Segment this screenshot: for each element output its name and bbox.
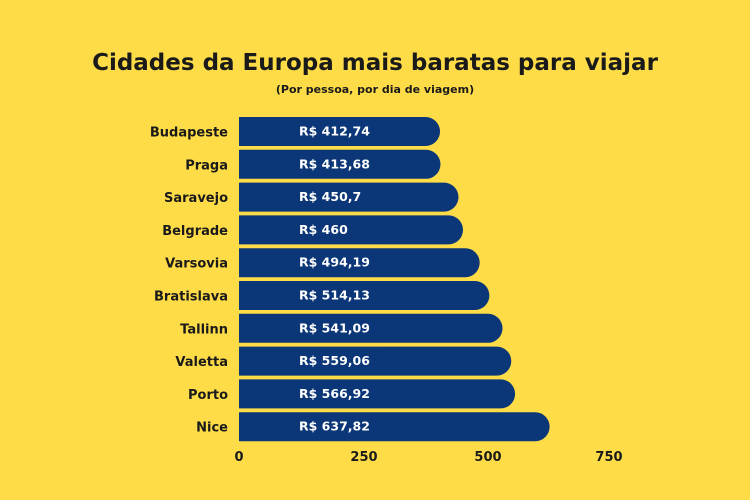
data-label: R$ 559,06 bbox=[299, 353, 370, 368]
bar bbox=[239, 117, 441, 146]
x-tick-label: 250 bbox=[350, 450, 377, 465]
data-label: R$ 412,74 bbox=[299, 124, 370, 139]
category-label: Bratislava bbox=[154, 290, 228, 305]
category-label: Nice bbox=[196, 421, 228, 436]
x-tick-label: 750 bbox=[595, 450, 622, 465]
category-label: Praga bbox=[185, 158, 228, 173]
category-label: Valetta bbox=[175, 355, 228, 370]
category-label: Tallinn bbox=[180, 322, 228, 337]
category-label: Budapeste bbox=[150, 126, 228, 141]
bar bbox=[239, 313, 503, 343]
data-label: R$ 566,92 bbox=[299, 386, 370, 401]
data-label: R$ 541,09 bbox=[299, 320, 370, 335]
bar bbox=[239, 149, 441, 179]
bar bbox=[239, 215, 464, 245]
chart-title: Cidades da Europa mais baratas para viaj… bbox=[92, 50, 658, 76]
data-label: R$ 413,68 bbox=[299, 156, 370, 171]
x-tick-label: 0 bbox=[234, 450, 243, 465]
bar bbox=[239, 248, 480, 278]
category-label: Porto bbox=[188, 388, 228, 403]
category-label: Varsovia bbox=[165, 257, 228, 272]
data-label: R$ 460 bbox=[299, 222, 348, 237]
bar bbox=[239, 412, 550, 442]
data-label: R$ 514,13 bbox=[299, 288, 370, 303]
x-tick-label: 500 bbox=[474, 450, 501, 465]
chart-subtitle: (Por pessoa, por dia de viagem) bbox=[275, 83, 475, 96]
category-label: Saravejo bbox=[164, 191, 228, 206]
category-label: Belgrade bbox=[162, 224, 228, 239]
bar bbox=[239, 379, 516, 409]
data-label: R$ 637,82 bbox=[299, 419, 370, 434]
bar bbox=[239, 346, 512, 376]
data-label: R$ 494,19 bbox=[299, 255, 370, 270]
bar bbox=[239, 281, 490, 310]
data-label: R$ 450,7 bbox=[299, 189, 361, 204]
bar bbox=[239, 182, 459, 212]
